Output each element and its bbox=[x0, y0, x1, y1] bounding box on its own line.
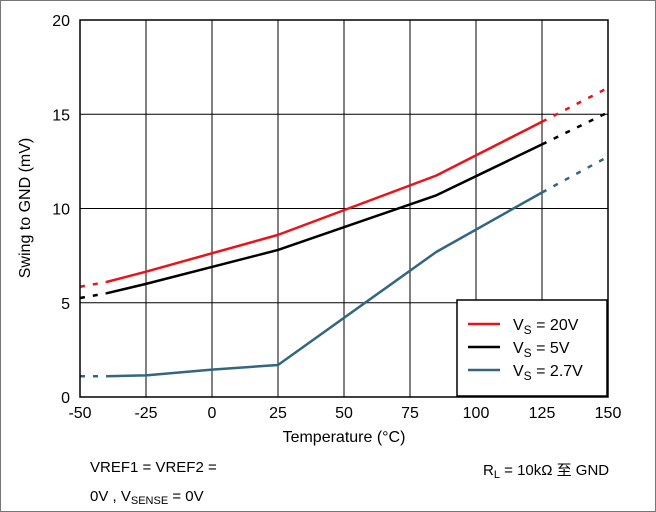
legend-label-sub: S bbox=[524, 323, 532, 337]
legend-label-sub: S bbox=[524, 369, 532, 383]
x-tick-label: -50 bbox=[68, 405, 91, 422]
x-tick-labels: -50 -25 0 25 50 75 100 125 150 bbox=[68, 405, 621, 422]
x-tick-label: 50 bbox=[335, 405, 353, 422]
series-line bbox=[106, 120, 543, 284]
x-tick-label: 100 bbox=[463, 405, 490, 422]
vref-note-sub: SENSE bbox=[130, 495, 169, 507]
x-tick-label: 125 bbox=[529, 405, 556, 422]
legend-label: VS = 2.7V bbox=[513, 363, 583, 383]
series-extrapolation bbox=[79, 280, 107, 288]
plot-border bbox=[79, 19, 609, 398]
x-tick-label: 150 bbox=[595, 405, 622, 422]
series-line bbox=[106, 191, 543, 378]
legend-label-main: V bbox=[513, 340, 524, 357]
y-tick-label: 15 bbox=[52, 107, 70, 124]
legend-label: VS = 20V bbox=[513, 317, 579, 337]
y-tick-labels: 0 5 10 15 20 bbox=[52, 13, 70, 407]
y-tick-label: 0 bbox=[61, 390, 70, 407]
vref-note-text-b: = 0V bbox=[168, 488, 204, 505]
legend-label-main: V bbox=[513, 363, 524, 380]
y-tick-label: 20 bbox=[52, 13, 70, 30]
legend-label-rest: = 5V bbox=[532, 340, 570, 357]
load-note-sub: L bbox=[493, 469, 500, 481]
series-lines bbox=[79, 86, 609, 378]
vref-note-line2: 0V , VSENSE = 0V bbox=[90, 488, 204, 507]
legend-label-main: V bbox=[513, 317, 524, 334]
vref-note-text-a: 0V , V bbox=[90, 488, 131, 505]
load-note: RL = 10kΩ 至 GND bbox=[483, 459, 609, 481]
y-axis-title: Swing to GND (mV) bbox=[17, 138, 34, 278]
y-tick-label: 5 bbox=[61, 296, 70, 313]
legend-label-sub: S bbox=[524, 346, 532, 360]
x-tick-label: 0 bbox=[208, 405, 217, 422]
series-extrapolation bbox=[79, 292, 107, 300]
series-line bbox=[106, 143, 543, 295]
legend-label-rest: = 20V bbox=[532, 317, 579, 334]
load-note-text-b: = 10kΩ 至 GND bbox=[499, 462, 610, 479]
y-tick-label: 10 bbox=[52, 202, 70, 219]
x-tick-label: 25 bbox=[269, 405, 287, 422]
x-tick-label: 75 bbox=[401, 405, 419, 422]
legend-label: VS = 5V bbox=[513, 340, 570, 360]
x-axis-title: Temperature (°C) bbox=[283, 429, 406, 446]
legend-label-rest: = 2.7V bbox=[532, 363, 583, 380]
x-tick-label: -25 bbox=[134, 405, 157, 422]
vref-note-line1: VREF1 = VREF2 = bbox=[90, 459, 217, 476]
load-note-text-a: R bbox=[483, 462, 494, 479]
